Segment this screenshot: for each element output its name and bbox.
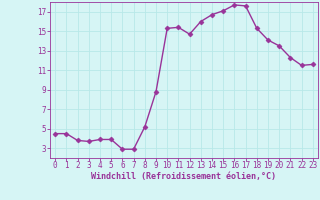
X-axis label: Windchill (Refroidissement éolien,°C): Windchill (Refroidissement éolien,°C) [92,172,276,181]
